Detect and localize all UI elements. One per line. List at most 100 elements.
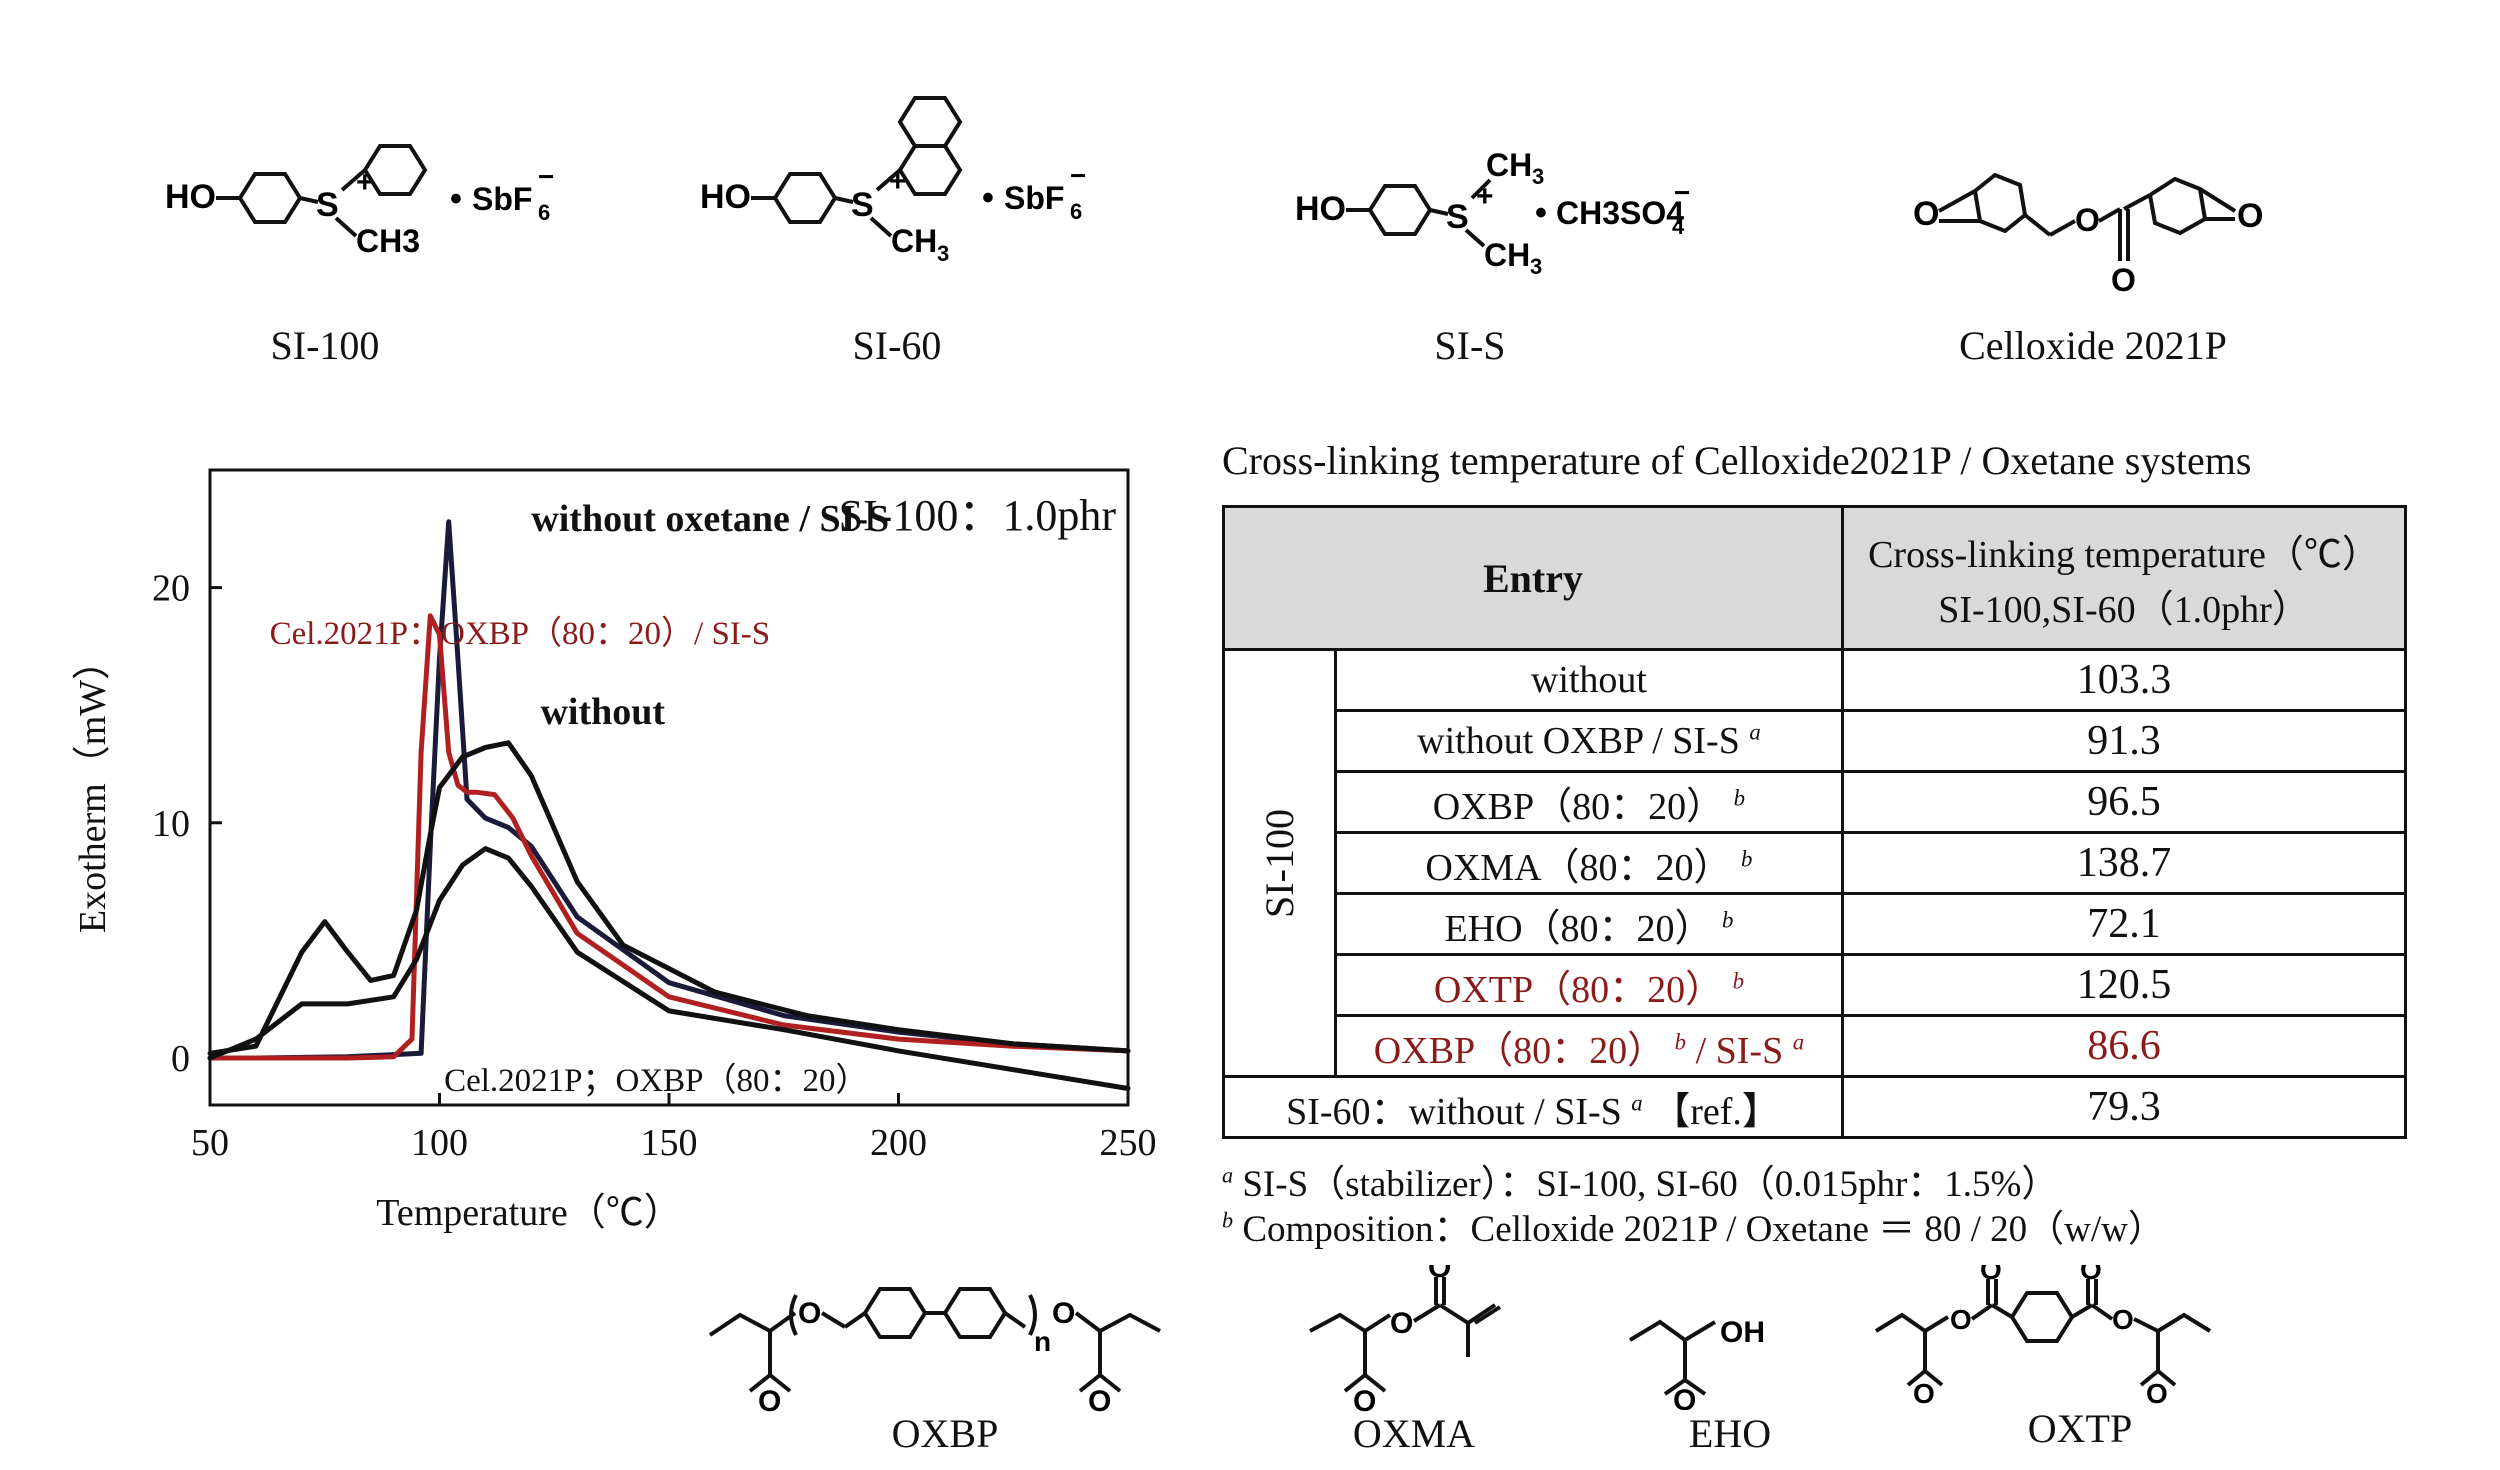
svg-text:CH3SO4: CH3SO4 (1556, 195, 1684, 231)
table-row: OXBP（80：20） b / SI-S a 86.6 (1224, 1014, 2407, 1078)
svg-text:4: 4 (1672, 214, 1685, 239)
entry-cell: EHO（80：20） b (1333, 892, 1845, 956)
svg-text:−: − (1070, 160, 1086, 191)
svg-text:CH3: CH3 (356, 223, 420, 259)
svg-text:O: O (2237, 197, 2263, 235)
series-line-1 (207, 613, 1131, 1061)
annotation-0: without oxetane / SI-S (531, 498, 889, 540)
reference-row: SI-60：without / SI-S a 【ref.】 79.3 (1222, 1075, 2407, 1139)
svg-text:O: O (798, 1297, 821, 1330)
structure-label-si-100: SI-100 (270, 323, 380, 368)
svg-text:6: 6 (1070, 199, 1082, 224)
svg-text:3: 3 (937, 241, 949, 266)
svg-text:•: • (982, 179, 994, 217)
temperature-value: 86.6 (1841, 1014, 2407, 1078)
svg-text:SbF: SbF (1004, 180, 1064, 216)
header-entry: Entry (1222, 505, 1844, 651)
entry-cell: OXTP（80：20） b (1333, 953, 1845, 1017)
svg-text:CH: CH (891, 223, 937, 259)
table-title: Cross-linking temperature of Celloxide20… (1222, 438, 2252, 483)
y-tick-label: 20 (152, 568, 190, 610)
structure-label-oxbp: OXBP (891, 1411, 999, 1456)
structure-si-60: HO S + CH 3 • SbF 6 − (695, 85, 1145, 285)
footnote-a: a SI-S（stabilizer）：SI-100, SI-60（0.015ph… (1222, 1162, 2059, 1205)
structure-oxtp: O O O O O O (1870, 1254, 2290, 1409)
dsc-exotherm-chart: 50 100 150 200 250 0 10 20 Temperature（℃） Exother… (60, 455, 1190, 1255)
svg-text:O: O (2075, 202, 2100, 238)
svg-text:OH: OH (1720, 1316, 1765, 1349)
svg-text:O: O (1052, 1297, 1075, 1330)
series-line-2 (207, 740, 1131, 1056)
series-line-0 (207, 519, 1131, 1061)
svg-text:O: O (1673, 1384, 1696, 1410)
structure-oxbp: O O n O O (700, 1265, 1220, 1418)
svg-text:O: O (2112, 1304, 2134, 1335)
annotation-2: without (540, 691, 665, 733)
temperature-value: 91.3 (1841, 709, 2407, 773)
footnote-b-text: Composition：Celloxide 2021P / Oxetane ＝ … (1242, 1209, 2165, 1250)
structure-oxma: O O O (1300, 1251, 1530, 1418)
svg-text:O: O (1428, 1265, 1451, 1284)
series-line-3 (207, 846, 1131, 1091)
y-tick-label: 10 (152, 803, 190, 845)
svg-text:S: S (316, 186, 339, 224)
svg-text:O: O (1353, 1385, 1376, 1415)
structure-label-oxma: OXMA (1352, 1411, 1476, 1456)
svg-text:O: O (1980, 1265, 2002, 1285)
svg-text:O: O (2111, 262, 2136, 298)
hydroxy-group-label: HO (165, 178, 216, 216)
svg-text:6: 6 (538, 200, 550, 225)
footnote-b: b Composition：Celloxide 2021P / Oxetane … (1222, 1207, 2165, 1250)
entry-cell: without OXBP / SI-S a (1333, 709, 1845, 773)
svg-text:S: S (851, 186, 874, 224)
structure-label-si-s: SI-S (1434, 323, 1506, 368)
temperature-value: 138.7 (1841, 831, 2407, 895)
y-axis-label: Exotherm（mW） (72, 642, 114, 933)
temperature-value: 72.1 (1841, 892, 2407, 956)
svg-text:O: O (1390, 1307, 1413, 1340)
annotation-1: Cel.2021P：OXBP（80：20）/ SI-S (270, 616, 771, 652)
svg-text:O: O (1913, 195, 1939, 233)
svg-text:CH: CH (1486, 147, 1532, 183)
svg-text:SbF: SbF (472, 181, 532, 217)
y-tick-label: 0 (171, 1038, 190, 1080)
group-label-si-100: SI-100 (1222, 648, 1337, 1078)
x-axis-label: Temperature（℃） (376, 1192, 681, 1234)
svg-text:O: O (2146, 1378, 2168, 1405)
table-row: SI-100 without 103.3 (1222, 648, 2407, 1078)
table-row: OXBP（80：20） b 96.5 (1224, 770, 2407, 834)
svg-text:O: O (1088, 1385, 1111, 1415)
table-row: OXMA（80：20） b 138.7 (1224, 831, 2407, 895)
svg-text:O: O (1913, 1378, 1935, 1405)
entry-cell: OXBP（80：20） b / SI-S a (1333, 1014, 1845, 1078)
table-row: OXTP（80：20） b 120.5 (1224, 953, 2407, 1017)
svg-text:S: S (1446, 198, 1469, 236)
chart-title: SI-100：1.0phr (839, 491, 1117, 540)
svg-text:•: • (450, 180, 462, 218)
svg-text:HO: HO (1295, 190, 1346, 228)
svg-text:−: − (538, 161, 554, 192)
structure-label-celloxide: Celloxide 2021P (1959, 323, 2227, 368)
temperature-value: 96.5 (1841, 770, 2407, 834)
structure-label-oxtp: OXTP (2027, 1406, 2133, 1451)
header-temp-line2: SI-100,SI-60（1.0phr） (1938, 589, 2310, 631)
structure-label-eho: EHO (1688, 1411, 1772, 1456)
svg-text:−: − (1674, 177, 1690, 208)
reference-temperature-value: 79.3 (1841, 1075, 2407, 1139)
svg-text:O: O (2080, 1265, 2102, 1285)
header-temperature: Cross-linking temperature（℃） SI-100,SI-6… (1841, 505, 2407, 651)
svg-text:O: O (1950, 1304, 1972, 1335)
entry-cell: without (1333, 648, 1845, 712)
structure-si-100: HO S + CH3 • SbF 6 − (160, 120, 600, 280)
x-tick-label: 100 (411, 1122, 468, 1164)
structure-eho: O OH (1620, 1300, 1780, 1417)
structure-celloxide-2021p: O O O O (1905, 125, 2285, 305)
footnote-a-text: SI-S（stabilizer）：SI-100, SI-60（0.015phr：… (1242, 1164, 2059, 1205)
x-tick-label: 250 (1100, 1122, 1157, 1164)
structure-label-si-60: SI-60 (852, 323, 942, 368)
svg-text:3: 3 (1532, 164, 1544, 189)
annotation-3: Cel.2021P；OXBP（80：20） (444, 1063, 868, 1099)
svg-text:CH: CH (1484, 237, 1530, 273)
table-row: EHO（80：20） b 72.1 (1224, 892, 2407, 956)
table-row: without OXBP / SI-S a 91.3 (1224, 709, 2407, 773)
